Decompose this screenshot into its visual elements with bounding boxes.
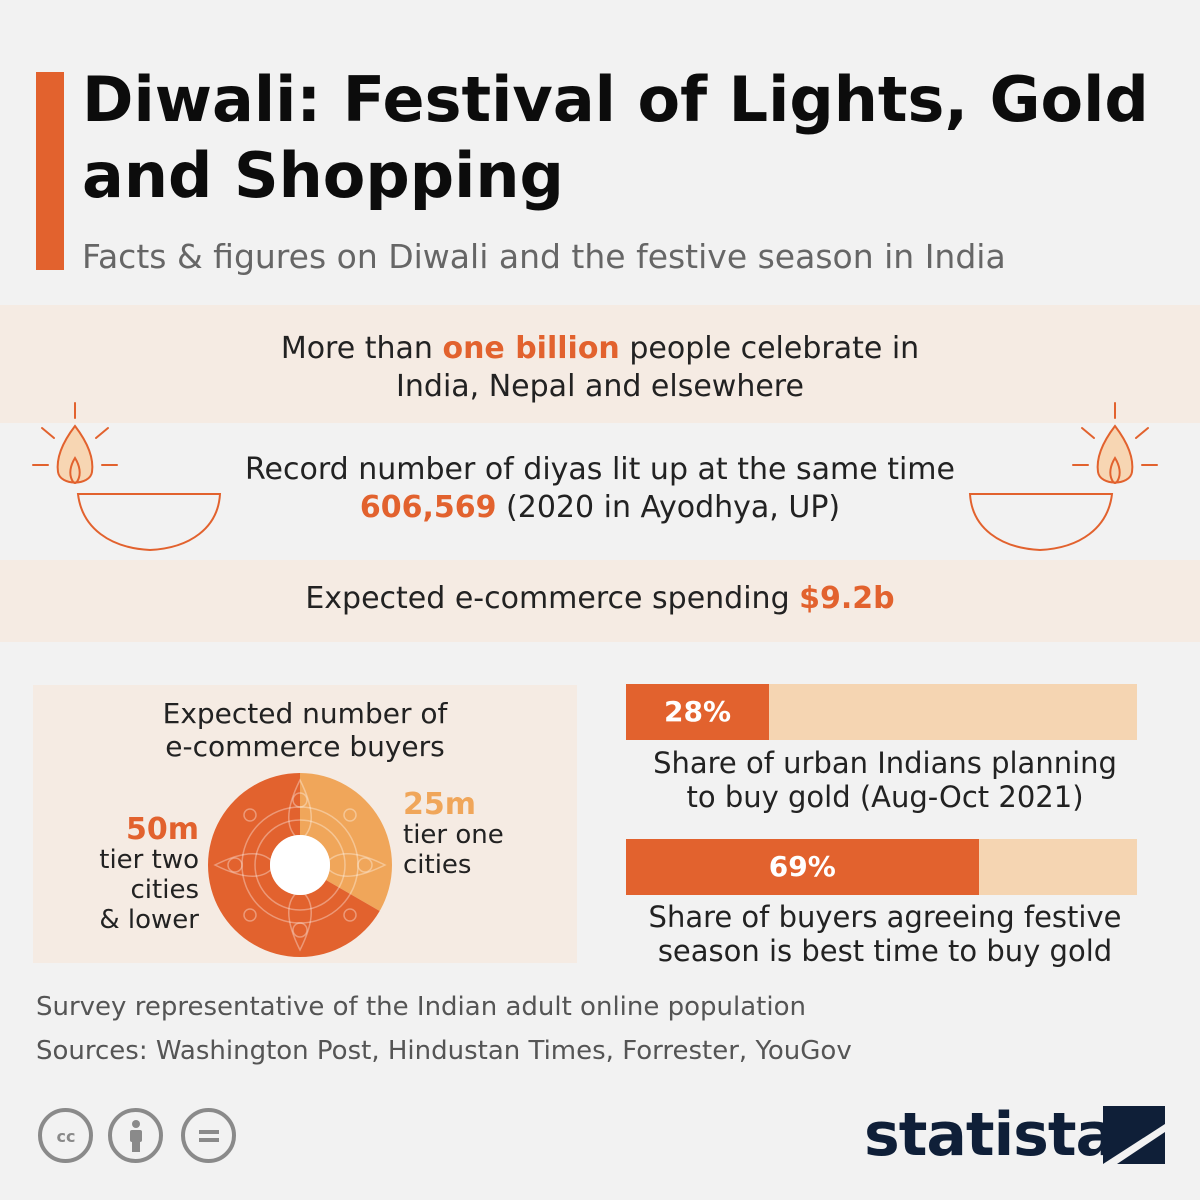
fact-celebrants-suffix: people celebrate in [629,331,920,366]
donut-label-tier-two-line1: tier two [99,845,199,875]
donut-slice-tier-one [300,773,392,911]
fact-diyas-highlight: 606,569 [359,490,497,525]
festive-season-bar-track: 69% [626,839,1137,895]
fact-celebrants: More than one billion people celebrate i… [0,305,1200,423]
buyers-donut-panel: Expected number of e-commerce buyers 50m… [33,685,577,963]
donut-title: Expected number of e-commerce buyers [33,697,577,763]
fact-celebrants-prefix: More than [280,331,433,366]
mandala-pattern [213,778,387,952]
title-accent-bar [36,72,64,270]
donut-label-tier-two-line3: & lower [99,905,199,935]
page-title: Diwali: Festival of Lights, Gold and Sho… [82,63,1149,212]
donut-slice-tier-two [208,773,380,957]
fact-ecommerce-highlight: $9.2b [799,581,895,616]
fact-diyas-suffix: (2020 in Ayodhya, UP) [506,490,841,525]
statista-logo[interactable]: statista [864,1100,1116,1170]
festive-season-bar: 69% [626,839,979,895]
diya-lamp-icon [968,402,1158,552]
gold-plan-caption-line2: to buy gold (Aug-Oct 2021) [686,780,1084,814]
svg-text:cc: cc [56,1127,75,1146]
page-subtitle: Facts & figures on Diwali and the festiv… [82,237,1006,276]
gold-plan-bar-track: 28% [626,684,1137,740]
attribution-icon[interactable] [108,1108,163,1163]
donut-label-tier-one: 25m tier one cities [403,787,563,881]
festive-season-caption-line2: season is best time to buy gold [657,934,1113,968]
festive-season-caption: Share of buyers agreeing festive season … [600,900,1170,968]
fact-celebrants-line2: India, Nepal and elsewhere [396,369,804,404]
cc-icon[interactable]: cc [38,1108,93,1163]
buyers-donut-chart [208,773,392,957]
gold-plan-bar: 28% [626,684,770,740]
donut-label-tier-two: 50m tier two cities & lower [53,812,199,936]
donut-title-line1: Expected number of [162,697,448,730]
statista-logo-icon [1103,1106,1165,1164]
fact-diyas-line1: Record number of diyas lit up at the sam… [245,452,955,487]
gold-plan-caption: Share of urban Indians planning to buy g… [600,746,1170,814]
fact-ecommerce: Expected e-commerce spending $9.2b [0,560,1200,642]
gold-plan-caption-line1: Share of urban Indians planning [653,746,1117,780]
donut-title-line2: e-commerce buyers [165,730,445,763]
donut-label-tier-two-value: 50m [125,812,199,847]
diya-lamp-icon [32,402,222,552]
donut-label-tier-one-line2: cities [403,850,472,880]
fact-celebrants-highlight: one billion [442,331,620,366]
donut-label-tier-one-line1: tier one [403,820,504,850]
fact-ecommerce-prefix: Expected e-commerce spending [305,581,790,616]
donut-label-tier-two-line2: cities [130,875,199,905]
survey-note: Survey representative of the Indian adul… [36,992,806,1022]
festive-season-caption-line1: Share of buyers agreeing festive [648,900,1122,934]
no-derivatives-icon[interactable] [181,1108,236,1163]
fact-diyas: Record number of diyas lit up at the sam… [0,423,1200,560]
sources-note: Sources: Washington Post, Hindustan Time… [36,1036,852,1066]
donut-label-tier-one-value: 25m [403,787,477,822]
